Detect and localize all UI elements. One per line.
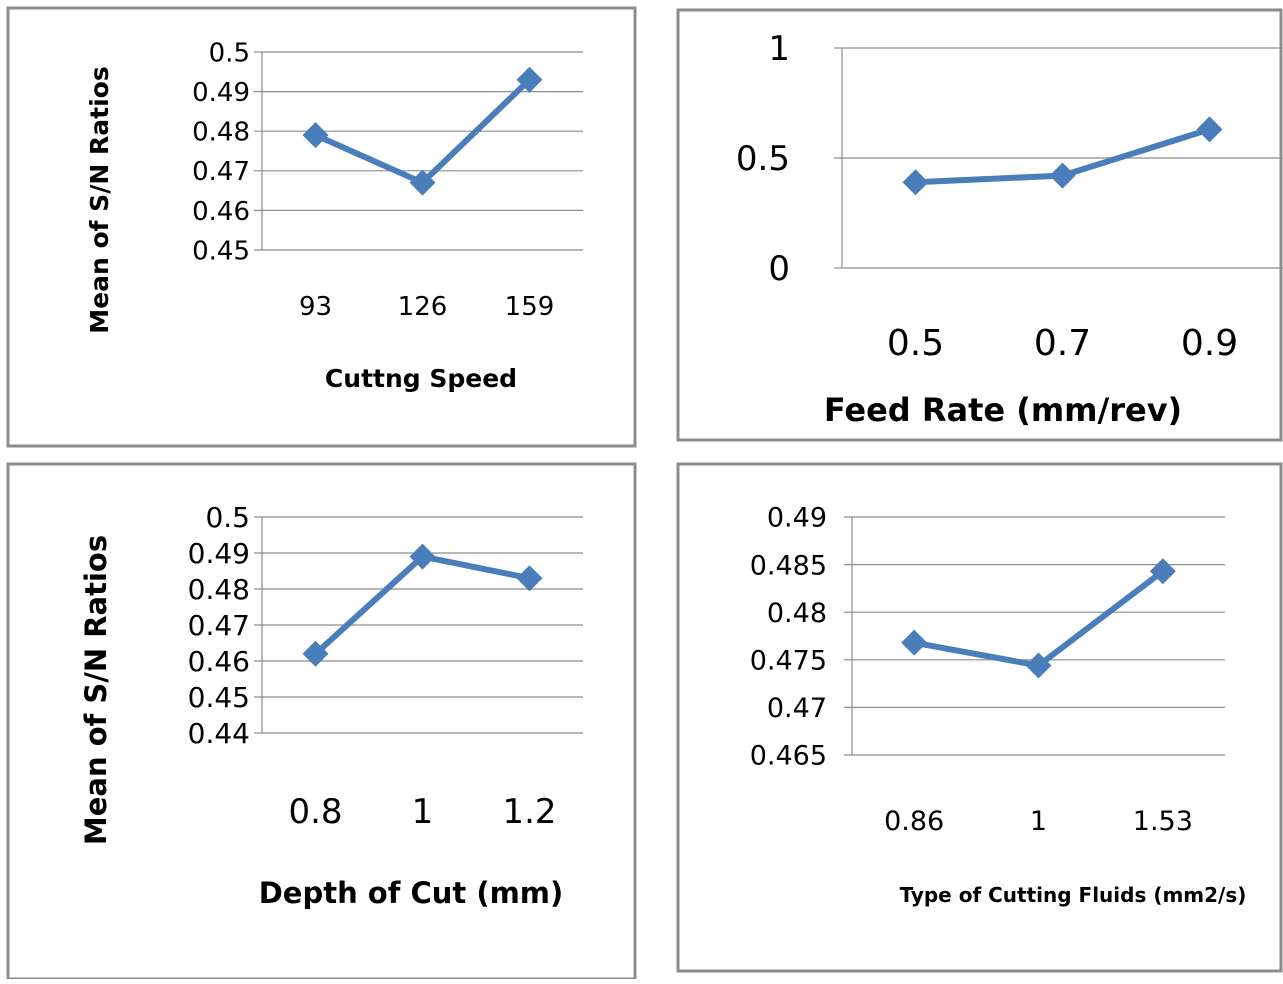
y-tick-label: 1 <box>768 29 790 69</box>
x-tick-label: 0.5 <box>887 323 944 364</box>
y-tick-label: 0.49 <box>188 537 250 570</box>
data-point-marker <box>902 169 929 196</box>
y-tick-label: 0.5 <box>205 501 250 534</box>
data-point-marker <box>302 640 329 667</box>
x-tick-label: 0.9 <box>1181 323 1238 364</box>
x-tick-label: 126 <box>398 292 448 322</box>
x-tick-label: 93 <box>299 292 332 322</box>
y-tick-label: 0.46 <box>188 645 250 678</box>
y-tick-label: 0.44 <box>188 717 250 750</box>
y-tick-label: 0.45 <box>188 681 250 714</box>
y-tick-label: 0.48 <box>192 118 250 148</box>
y-tick-label: 0.49 <box>192 78 250 108</box>
y-axis-label: Mean of S/N Ratios <box>85 66 114 333</box>
data-point-marker <box>1196 116 1223 143</box>
y-tick-label: 0.5 <box>209 38 250 68</box>
x-axis-label: Type of Cutting Fluids (mm2/s) <box>900 883 1247 907</box>
x-tick-label: 159 <box>505 292 555 322</box>
chart-panel-4: 0.465 0.47 0.475 0.48 0.485 0.49 0.86 1 1.53 Type… <box>676 462 1283 973</box>
y-tick-label: 0.46 <box>192 197 250 227</box>
chart-panel-2: 0 0.5 1 0.5 0.7 0.9 Feed Rate (mm/rev) <box>676 8 1283 442</box>
x-tick-label: 1.53 <box>1133 806 1193 837</box>
data-point-marker <box>409 169 436 196</box>
y-tick-label: 0.48 <box>767 598 827 629</box>
x-tick-label: 0.8 <box>288 792 342 832</box>
data-point-marker <box>1025 652 1052 679</box>
data-point-marker <box>901 629 928 656</box>
y-tick-label: 0.5 <box>736 139 790 179</box>
y-tick-label: 0 <box>768 249 790 289</box>
data-point-marker <box>302 122 329 149</box>
x-axis-label: Depth of Cut (mm) <box>259 876 564 910</box>
y-tick-label: 0.475 <box>750 646 827 677</box>
data-point-marker <box>1149 558 1176 585</box>
chart-panel-3: 0.440.450.460.470.480.490.5 0.8 1 1.2 Depth … <box>6 462 637 981</box>
data-point-marker <box>1049 162 1076 189</box>
x-tick-label: 1 <box>412 792 434 832</box>
data-point-marker <box>516 66 543 93</box>
chart-frame <box>6 462 637 981</box>
y-axis-label: Mean of S/N Ratios <box>79 535 113 845</box>
y-tick-label: 0.485 <box>750 550 827 581</box>
data-point-marker <box>409 543 436 570</box>
y-tick-label: 0.49 <box>767 503 827 534</box>
chart-frame <box>676 462 1283 973</box>
y-tick-label: 0.47 <box>192 157 250 187</box>
y-tick-label: 0.465 <box>750 741 827 772</box>
y-tick-label: 0.45 <box>192 236 250 266</box>
chart-panel-1: 0.45 0.46 0.47 0.48 0.49 0.5 93 126 159 Cuttng Sp… <box>6 6 637 448</box>
x-tick-label: 1 <box>1030 806 1047 837</box>
y-tick-label: 0.48 <box>188 573 250 606</box>
y-tick-label: 0.47 <box>767 693 827 724</box>
x-axis-label: Cuttng Speed <box>325 364 517 393</box>
x-tick-label: 1.2 <box>502 792 556 832</box>
y-tick-label: 0.47 <box>188 609 250 642</box>
x-axis-label: Feed Rate (mm/rev) <box>824 391 1182 429</box>
x-tick-label: 0.7 <box>1034 323 1091 364</box>
chart-frame <box>676 8 1283 442</box>
data-point-marker <box>516 565 543 592</box>
x-tick-label: 0.86 <box>884 806 944 837</box>
